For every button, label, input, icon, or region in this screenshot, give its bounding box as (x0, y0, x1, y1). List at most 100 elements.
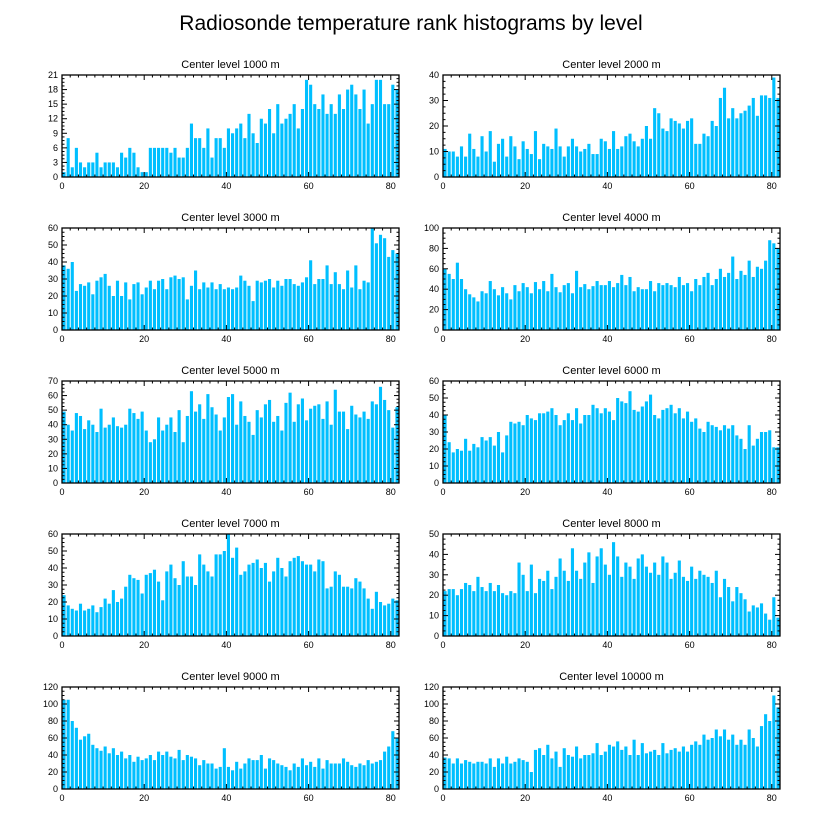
bar (210, 407, 214, 483)
y-tick-label: 100 (43, 699, 58, 709)
bar (263, 404, 267, 483)
bar (202, 147, 206, 177)
bar (772, 597, 776, 636)
bar (284, 766, 288, 789)
y-tick-label: 40 (429, 284, 439, 294)
y-tick-label: 30 (48, 274, 58, 284)
bar (309, 408, 313, 483)
bar (759, 432, 764, 483)
bar (341, 109, 346, 177)
bar (562, 748, 566, 789)
bar (346, 429, 350, 483)
bar (603, 408, 607, 483)
bar (607, 148, 611, 177)
bar (103, 427, 107, 483)
x-tick-label: 40 (221, 334, 231, 344)
bar (472, 591, 476, 636)
y-tick-label: 40 (429, 410, 439, 420)
bar (550, 148, 554, 177)
bar (776, 707, 780, 789)
bar (120, 152, 124, 177)
bar (628, 755, 632, 789)
bar (251, 301, 255, 330)
bar (272, 571, 276, 636)
bar (632, 578, 636, 636)
bar (370, 104, 374, 177)
bar (624, 285, 628, 330)
bar (501, 287, 505, 330)
bar (698, 285, 702, 330)
bar (70, 262, 74, 330)
bar (558, 766, 562, 789)
bar (161, 279, 165, 330)
bar (317, 109, 321, 177)
x-tick-label: 60 (304, 487, 314, 497)
bar (665, 408, 669, 483)
bar (74, 147, 78, 177)
bar (517, 421, 521, 483)
bar (169, 564, 173, 636)
bar (157, 280, 161, 330)
bar (521, 141, 525, 177)
bar (152, 147, 157, 177)
bar (239, 275, 243, 330)
bar (681, 418, 685, 483)
bar (243, 138, 247, 177)
bar (447, 589, 451, 636)
bar (690, 291, 694, 330)
panel-1: Center level 1000 m 0 20 40 60 80 0 3 6 9 12 15 18 21 (48, 59, 400, 191)
bar (276, 557, 280, 636)
bar (214, 768, 218, 789)
panel-4: Center level 4000 m 0 20 40 60 80 0 20 40 60 80 100 (424, 212, 781, 344)
bar (616, 148, 620, 177)
bar (595, 408, 599, 483)
bar (480, 587, 484, 636)
bar (124, 424, 128, 483)
bar (558, 425, 562, 483)
bar (673, 748, 677, 789)
bar (124, 282, 128, 330)
bar (70, 167, 74, 177)
bar (280, 285, 284, 330)
bar (222, 147, 226, 177)
bar (91, 744, 95, 789)
bar (554, 415, 558, 483)
bar (370, 763, 374, 789)
bar (776, 447, 780, 483)
bar (251, 434, 255, 483)
bar (374, 243, 378, 330)
bar (70, 721, 74, 789)
bar (714, 279, 718, 330)
bar (648, 751, 653, 789)
bar (378, 234, 383, 330)
bar (74, 610, 78, 636)
bar (337, 94, 341, 177)
bar (492, 161, 496, 177)
bar (702, 574, 706, 636)
bar (509, 421, 513, 483)
bar (768, 430, 772, 483)
bar (591, 404, 595, 483)
bar (595, 743, 599, 789)
bar (370, 228, 374, 330)
bar (661, 743, 665, 789)
bar (366, 760, 370, 789)
bar (259, 417, 263, 483)
panel-9: Center level 9000 m 0 20 40 60 80 0 20 40 60 80 100… (43, 671, 400, 803)
panels: Center level 1000 m 0 20 40 60 80 0 3 6 9 12 15 18 21… (43, 59, 781, 803)
bar (115, 167, 120, 177)
bar (772, 243, 776, 330)
bar (603, 141, 607, 177)
bar (669, 118, 673, 177)
bar (317, 279, 321, 330)
bar (300, 758, 304, 789)
bar (157, 417, 161, 483)
bar (350, 405, 354, 483)
panel-8: Center level 8000 m 0 20 40 60 80 0 10 20 30 40 50 (429, 518, 781, 650)
bar (685, 283, 690, 330)
bar (661, 128, 665, 177)
bar (280, 765, 284, 789)
bar (95, 432, 99, 483)
x-tick-label: 20 (139, 334, 149, 344)
bar (206, 763, 210, 789)
